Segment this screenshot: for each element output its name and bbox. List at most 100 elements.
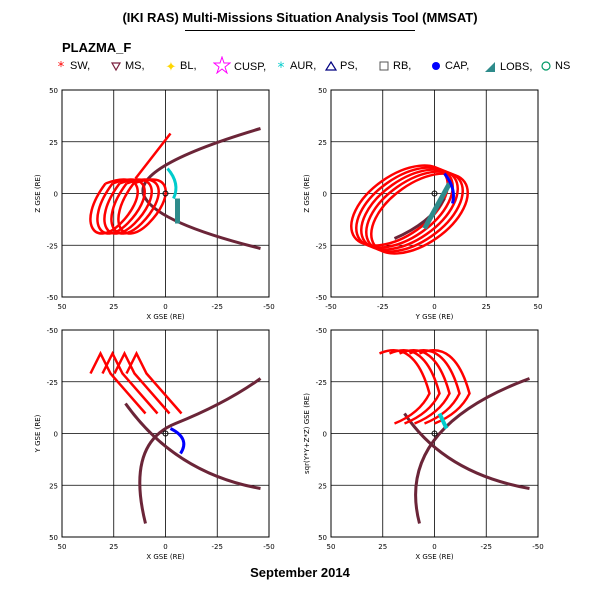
legend-item-lobs: LOBS,: [483, 60, 532, 74]
y-tick-label: 25: [318, 482, 327, 490]
y-tick-label: -50: [47, 327, 58, 335]
x-tick-label: 50: [327, 543, 336, 551]
x-tick-label: -50: [532, 543, 543, 551]
y-tick-label: 25: [318, 139, 327, 147]
solar-wind-trajectory: [125, 350, 183, 415]
magnetosphere-trajectory: [141, 127, 261, 250]
legend-item-sw: * SW,: [55, 60, 90, 72]
x-tick-label: 0: [432, 543, 436, 551]
legend-label: CUSP,: [234, 61, 267, 73]
solar-wind-trajectory: [355, 166, 454, 249]
y-tick-label: 50: [49, 534, 58, 542]
legend-label: SW,: [70, 60, 91, 72]
page-title: (IKI RAS) Multi-Missions Situation Analy…: [122, 10, 478, 25]
y-tick-label: 0: [323, 431, 327, 439]
y-tick-label: -50: [47, 294, 58, 302]
legend-item-cusp: CUSP,: [213, 56, 267, 74]
x-axis-label: X GSE (RE): [146, 313, 185, 321]
date-label: September 2014: [250, 565, 350, 580]
y-tick-label: -25: [47, 379, 58, 387]
x-tick-label: 50: [534, 303, 543, 311]
legend-item-ps: PS,: [325, 60, 358, 72]
solar-wind-trajectory: [101, 350, 159, 415]
x-axis-label: X GSE (RE): [415, 553, 454, 560]
x-tick-label: -25: [212, 543, 223, 551]
legend-item-bl: ✦ BL,: [165, 60, 197, 72]
earth-marker: [431, 430, 438, 437]
aurora-segment: [166, 167, 178, 200]
solar-wind-trajectory: [360, 168, 459, 251]
cap-segment: [169, 427, 186, 455]
legend-label: LOBS,: [500, 61, 533, 73]
solar-wind-trajectory: [419, 349, 471, 425]
magnetosphere-trajectory: [138, 377, 262, 524]
magnetosphere-trajectory: [393, 197, 446, 240]
x-tick-label: 50: [58, 303, 67, 311]
y-axis-label: sqr(Y*Y+Z*Z) GSE (RE): [303, 393, 311, 474]
x-tick-label: 0: [163, 303, 167, 311]
trajectory-layer: [89, 350, 262, 524]
navy-triangle-icon: [325, 60, 337, 71]
x-tick-label: -50: [263, 303, 274, 311]
solar-wind-trajectory: [113, 350, 171, 415]
x-tick-label: -25: [481, 543, 492, 551]
svg-text:*: *: [278, 60, 285, 72]
trajectory-layer: [379, 349, 531, 524]
yellow-star-icon: ✦: [166, 60, 177, 72]
x-tick-label: 25: [482, 303, 491, 311]
y-tick-label: -25: [316, 242, 327, 250]
legend-label: BL,: [180, 60, 197, 72]
x-tick-label: -50: [263, 543, 274, 551]
y-tick-label: -25: [316, 379, 327, 387]
magnetosphere-trajectory: [403, 412, 530, 490]
x-tick-label: -25: [377, 303, 388, 311]
y-axis-label: Z GSE (RE): [34, 174, 42, 213]
legend-item-aur: * AUR,: [275, 60, 317, 72]
y-tick-label: 50: [49, 87, 58, 95]
y-axis-label: Y GSE (RE): [34, 414, 42, 453]
legend-label: NS: [555, 60, 571, 72]
maroon-triangle-icon: [110, 62, 122, 72]
y-tick-label: 50: [318, 534, 327, 542]
lobes-segment: [422, 182, 452, 230]
solar-wind-trajectory: [89, 350, 147, 415]
red-star-icon: *: [58, 60, 65, 72]
legend: * SW, MS, ✦ BL, CUSP, * AUR, PS, RB, CAP…: [55, 56, 600, 80]
magnetosphere-trajectory: [414, 377, 531, 524]
solar-wind-trajectory: [370, 172, 469, 255]
legend-label: PS,: [340, 60, 358, 72]
x-tick-label: 0: [432, 303, 436, 311]
svg-text:✦: ✦: [166, 60, 177, 72]
svg-text:*: *: [58, 60, 65, 72]
y-tick-label: 0: [323, 191, 327, 199]
earth-marker: [431, 190, 438, 197]
cyan-asterisk-icon: *: [278, 60, 285, 72]
y-tick-label: -50: [316, 327, 327, 335]
y-tick-label: -25: [47, 242, 58, 250]
y-tick-label: 25: [49, 139, 58, 147]
y-tick-label: 0: [54, 191, 58, 199]
trajectory-layer: [89, 127, 261, 250]
mission-name: PLAZMA_F: [62, 40, 132, 55]
legend-item-ns: NS: [540, 60, 570, 72]
x-tick-label: 25: [378, 543, 387, 551]
y-tick-label: 0: [54, 431, 58, 439]
x-tick-label: -50: [325, 303, 336, 311]
y-tick-label: 25: [49, 482, 58, 490]
teal-wedge-icon: [485, 62, 495, 72]
title-underline: [185, 30, 415, 31]
aurora-segment: [437, 412, 449, 430]
legend-item-rb: RB,: [378, 60, 411, 72]
x-axis-label: X GSE (RE): [146, 553, 185, 560]
legend-item-ms: MS,: [110, 60, 145, 72]
blue-dot-icon: [432, 62, 440, 70]
y-axis-label: Z GSE (RE): [303, 174, 311, 213]
magenta-star-icon: [213, 56, 231, 74]
solar-wind-trajectory: [365, 170, 464, 253]
trajectory-layer: [350, 164, 469, 255]
y-tick-label: -50: [316, 294, 327, 302]
solar-wind-trajectory: [134, 132, 172, 180]
x-tick-label: 25: [109, 303, 118, 311]
legend-label: AUR,: [290, 60, 317, 72]
magnetosphere-trajectory: [124, 402, 261, 490]
